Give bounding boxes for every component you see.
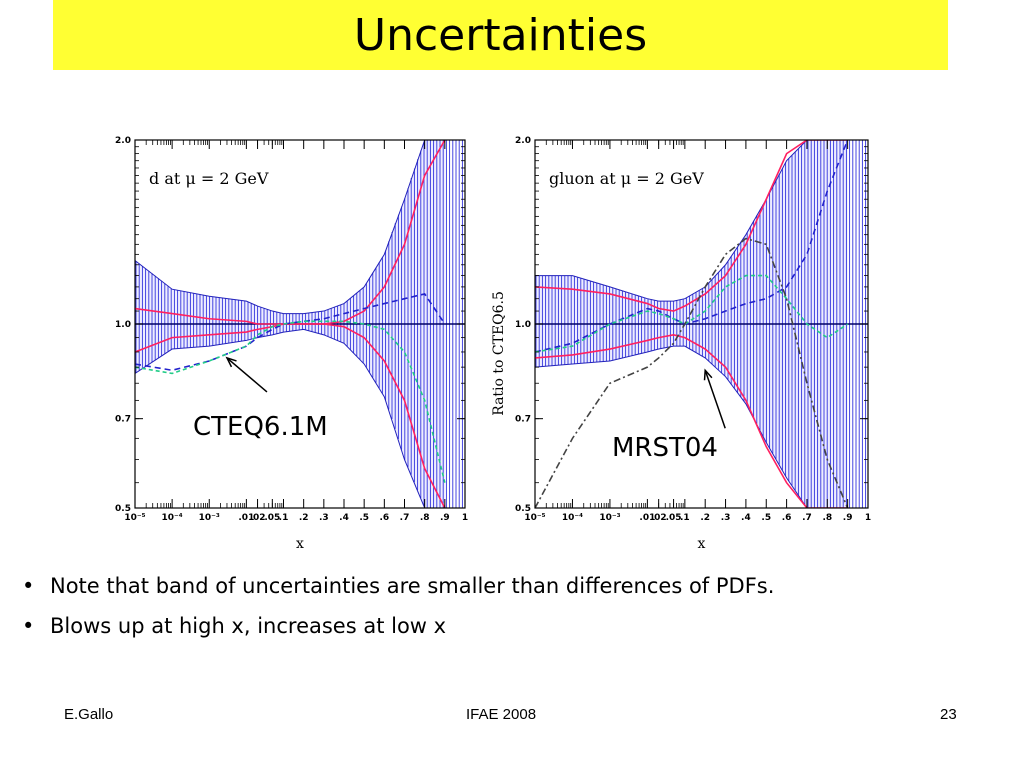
x-tick-label: .7 [400,513,410,523]
bullet-item: Blows up at high x, increases at low x [22,612,982,640]
y-tick-label: 2.0 [115,136,131,146]
x-tick-label: .4 [741,513,751,523]
x-tick-label: .1 [279,513,289,523]
panel-label: d at μ = 2 GeV [149,169,269,188]
chart-gluon: 2.0 1.0 0.7 0.510⁻⁵ 10⁻⁴ 10⁻³ .01.02.05.1 .2 .3.… [491,136,871,552]
x-tick-label: .01 [639,513,655,523]
x-tick-label: 1 [462,513,468,523]
series-line-3 [135,320,446,483]
x-tick-label: .8 [822,513,832,523]
bullet-list: Note that band of uncertainties are smal… [22,572,982,652]
band-lower-edge [135,328,445,508]
x-tick-label: .3 [721,513,731,523]
series-line-3 [535,274,849,353]
x-tick-label: .9 [440,513,450,523]
x-tick-label: 1 [865,513,871,523]
footer-page-number: 23 [940,706,957,723]
band-upper-edge [135,140,445,315]
series-line-1 [135,323,446,508]
plot-area [535,140,868,508]
x-tick-label: 10⁻³ [199,513,220,523]
y-tick-label: 0.5 [515,504,531,514]
x-tick-label: .4 [339,513,349,523]
y-tick-label: 1.0 [515,320,531,330]
x-tick-label: .2 [700,513,710,523]
band-lower-edge [535,345,848,508]
x-tick-label: .6 [782,513,792,523]
x-tick-label: .01 [238,513,254,523]
plot-d-quark: 2.0 1.0 0.7 0.5 10⁻⁵ 10⁻⁴ 10⁻³ .01.02.05.1 .2 .3.… [95,130,475,552]
x-tick-label: .5 [761,513,771,523]
x-tick-label: .3 [319,513,329,523]
footer-conference: IFAE 2008 [466,706,537,723]
callout-arrow [225,356,268,393]
slide-title: Uncertainties [353,10,648,61]
x-tick-label: .8 [420,513,430,523]
y-tick-label: 0.5 [115,504,131,514]
x-tick-label: 10⁻⁵ [124,513,145,523]
x-tick-label: .9 [843,513,853,523]
y-tick-label: 2.0 [515,136,531,146]
x-axis-label: x [698,536,706,552]
footer-author: E.Gallo [64,706,114,723]
x-tick-label: 10⁻⁴ [562,513,583,523]
x-tick-label: .2 [299,513,309,523]
series-line-1 [535,334,848,508]
x-tick-label: 10⁻³ [599,513,620,523]
series-line-4 [535,237,849,508]
callout-cteq: CTEQ6.1M [193,412,328,442]
x-tick-label: .05 [666,513,682,523]
y-tick-label: 0.7 [115,415,131,425]
panel-label: gluon at μ = 2 GeV [549,169,704,188]
x-tick-label: .05 [264,513,280,523]
x-tick-label: .1 [680,513,690,523]
bullet-item: Note that band of uncertainties are smal… [22,572,982,600]
x-tick-label: .02 [651,513,667,523]
x-tick-label: .6 [379,513,389,523]
y-tick-label: 1.0 [115,320,131,330]
x-tick-label: .02 [250,513,266,523]
y-axis-label: Ratio to CTEQ6.5 [491,291,507,416]
title-band: Uncertainties [53,0,948,70]
series-line-0 [535,140,848,312]
x-tick-label: 10⁻⁵ [524,513,545,523]
x-tick-label: .7 [802,513,812,523]
callout-arrow [703,368,726,429]
chart-d-quark: 2.0 1.0 0.7 0.510⁻⁵ 10⁻⁴ 10⁻³ .01.02.05.1 .2 .3.… [115,136,468,552]
plot-gluon: 2.0 1.0 0.7 0.5 10⁻⁵ 10⁻⁴ 10⁻³ .01.02.05.1 .2 .3.… [480,130,875,552]
callout-mrst: MRST04 [612,433,718,463]
x-axis-label: x [296,536,304,552]
x-tick-label: 10⁻⁴ [162,513,183,523]
x-tick-label: .5 [359,513,369,523]
plot-area [135,140,465,508]
y-tick-label: 0.7 [515,415,531,425]
